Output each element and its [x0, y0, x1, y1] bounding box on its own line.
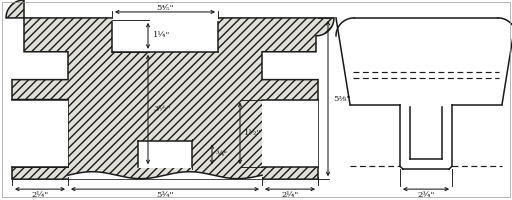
Text: 1½": 1½" [244, 129, 262, 137]
Polygon shape [68, 172, 262, 179]
Polygon shape [138, 141, 192, 168]
Polygon shape [12, 100, 68, 167]
Text: 5⅘": 5⅘" [156, 4, 174, 12]
Polygon shape [112, 0, 218, 52]
Text: 3½": 3½" [153, 105, 170, 113]
Text: 5⅜": 5⅜" [333, 95, 351, 103]
Text: 2¾": 2¾" [417, 191, 435, 199]
Polygon shape [6, 0, 334, 179]
Text: 1¼": 1¼" [153, 31, 170, 39]
Text: 2¼": 2¼" [31, 191, 49, 199]
Text: 2¼": 2¼" [282, 191, 298, 199]
Text: 5¾": 5¾" [156, 191, 174, 199]
Text: ¾": ¾" [216, 150, 228, 158]
Polygon shape [262, 100, 318, 167]
